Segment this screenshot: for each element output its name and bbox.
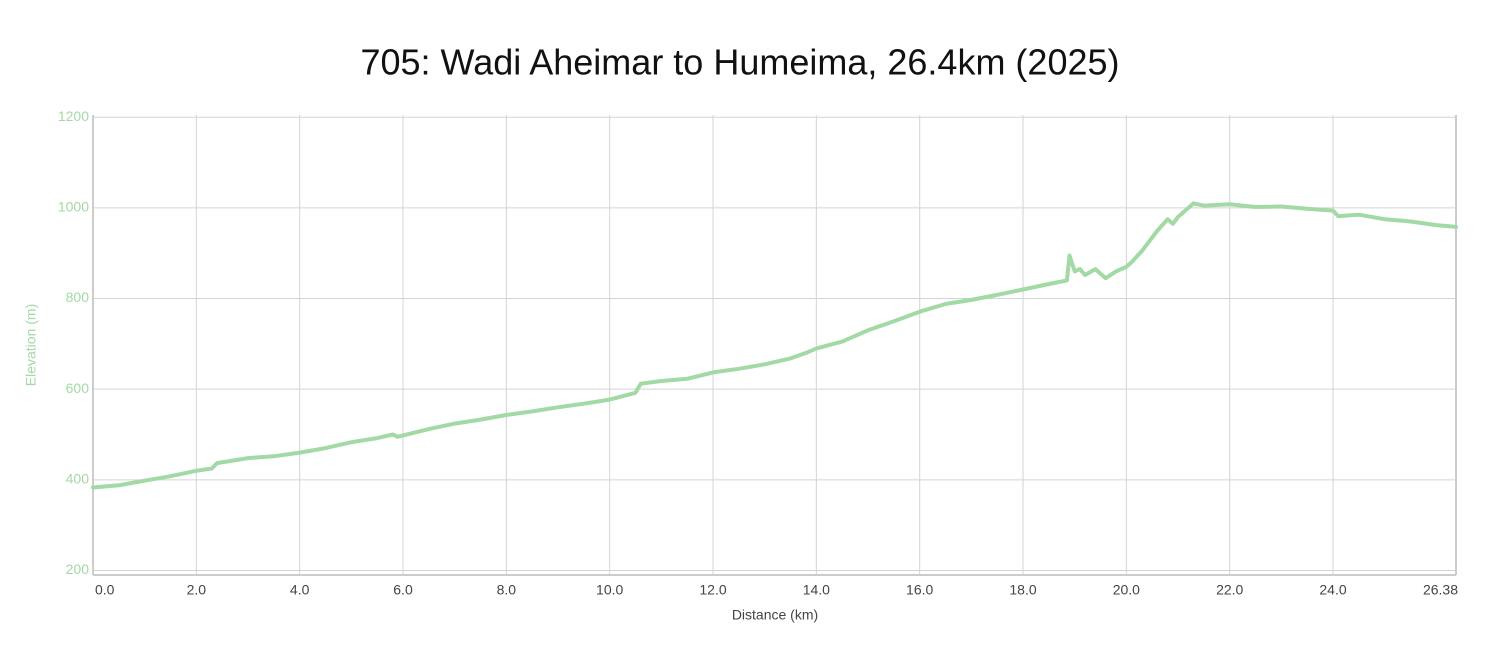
- x-tick-label: 20.0: [1113, 582, 1140, 598]
- y-tick-label: 1200: [58, 108, 89, 124]
- y-tick-label: 600: [66, 380, 90, 396]
- y-tick-label: 200: [66, 561, 90, 577]
- x-tick-label: 6.0: [393, 582, 413, 598]
- x-tick-label: 14.0: [803, 582, 830, 598]
- x-tick-label: 8.0: [497, 582, 517, 598]
- x-tick-label: 24.0: [1319, 582, 1346, 598]
- x-tick-label: 4.0: [290, 582, 310, 598]
- x-tick-label: 2.0: [187, 582, 207, 598]
- y-tick-label: 1000: [58, 199, 89, 215]
- grid: [92, 115, 1457, 575]
- chart-title: 705: Wadi Aheimar to Humeima, 26.4km (20…: [360, 42, 1119, 83]
- y-tick-label: 400: [66, 471, 90, 487]
- y-axis-label: Elevation (m): [23, 304, 39, 386]
- x-tick-label: 12.0: [699, 582, 726, 598]
- elevation-line: [91, 201, 1458, 490]
- y-tick-label: 800: [66, 289, 90, 305]
- x-tick-label: 22.0: [1216, 582, 1243, 598]
- x-tick-label: 16.0: [906, 582, 933, 598]
- x-tick-label: 10.0: [596, 582, 623, 598]
- x-tick-label: 18.0: [1009, 582, 1036, 598]
- x-tick-label: 26.38: [1423, 582, 1458, 598]
- x-tick-label: 0.0: [95, 582, 115, 598]
- x-axis-label: Distance (km): [732, 607, 818, 623]
